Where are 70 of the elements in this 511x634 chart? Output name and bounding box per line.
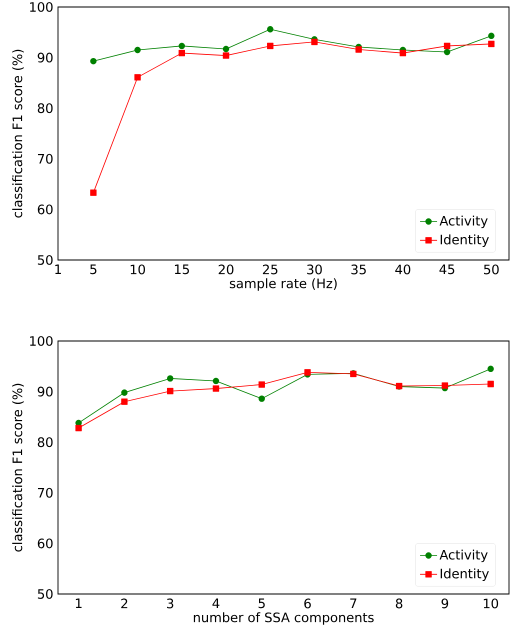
- y-tick-label: 90: [38, 386, 53, 397]
- y-tick-label: 100: [30, 336, 53, 346]
- x-tick-label: 20: [218, 264, 234, 274]
- point: [178, 50, 186, 56]
- x-tick-label: 4: [212, 598, 220, 608]
- point: [487, 380, 494, 388]
- x-tick-label: 15: [174, 264, 189, 274]
- point: [258, 395, 265, 402]
- y-axis-title: classification F1 score (%): [12, 384, 24, 552]
- y-tick-label: 50: [38, 255, 53, 265]
- point: [355, 46, 362, 53]
- x-tick-label: 7: [350, 598, 356, 608]
- point: [400, 50, 406, 56]
- point: [75, 424, 82, 432]
- y-tick-label: 60: [38, 204, 53, 214]
- x-tick-label: 2: [121, 598, 128, 608]
- x-tick-label: 5: [90, 264, 96, 274]
- point: [487, 366, 494, 372]
- point: [166, 388, 174, 394]
- x-tick-label: 35: [351, 264, 366, 274]
- x-tick-label: 1: [55, 264, 61, 274]
- x-tick-label: 5: [258, 598, 265, 608]
- y-tick-label: 70: [38, 154, 53, 164]
- point: [178, 42, 186, 50]
- point: [311, 38, 318, 46]
- y-tick-label: 100: [30, 2, 53, 12]
- x-tick-label: 30: [307, 264, 322, 274]
- point: [267, 42, 274, 50]
- point: [267, 26, 274, 32]
- point: [90, 190, 97, 196]
- y-tick-label: 90: [38, 52, 53, 63]
- x-tick-label: 40: [395, 264, 410, 274]
- point: [258, 381, 265, 388]
- point: [222, 52, 230, 59]
- point: [212, 378, 220, 384]
- y-tick-label: 80: [38, 103, 53, 114]
- legend-label: Activity: [440, 216, 488, 228]
- y-tick-label: 60: [38, 538, 53, 548]
- point: [134, 74, 141, 81]
- x-tick-label: 1: [76, 598, 82, 608]
- point: [121, 389, 128, 396]
- x-axis-title: sample rate (Hz): [230, 278, 337, 291]
- point: [134, 46, 141, 54]
- y-axis-title: classification F1 score (%): [12, 50, 24, 218]
- point: [444, 48, 450, 56]
- y-tick-label: 70: [38, 488, 53, 498]
- x-tick-label: 6: [304, 598, 311, 608]
- point: [166, 375, 174, 382]
- x-tick-label: 25: [262, 264, 278, 274]
- x-tick-label: 10: [484, 598, 498, 608]
- point: [442, 382, 448, 389]
- legend-label: Identity: [440, 568, 489, 581]
- y-tick-label: 50: [38, 589, 53, 599]
- x-tick-label: 10: [130, 264, 145, 274]
- x-tick-label: 50: [484, 264, 499, 274]
- x-tick-label: 9: [442, 598, 448, 608]
- x-tick-label: 8: [396, 598, 402, 608]
- point: [488, 40, 495, 48]
- point: [90, 58, 97, 64]
- point: [444, 42, 450, 50]
- point: [212, 385, 220, 392]
- legend-label: Identity: [440, 234, 489, 247]
- point: [488, 32, 495, 40]
- x-tick-label: 3: [167, 598, 174, 608]
- x-axis-title: number of SSA components: [194, 612, 374, 625]
- y-tick-label: 80: [38, 437, 53, 448]
- x-tick-label: 45: [439, 264, 454, 274]
- legend-label: Activity: [440, 550, 488, 562]
- point: [121, 398, 128, 405]
- point: [222, 46, 230, 52]
